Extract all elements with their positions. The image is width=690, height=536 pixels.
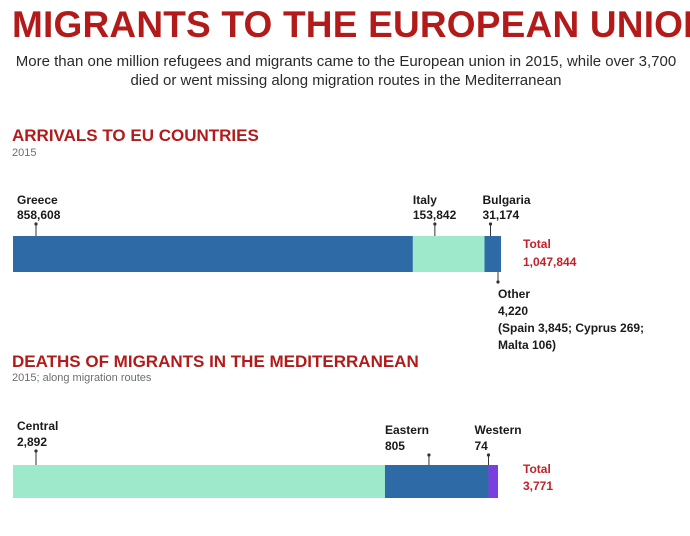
tick-dot-western: [486, 453, 491, 457]
total-value: 1,047,844: [523, 255, 577, 269]
label-other: Other: [498, 287, 530, 301]
total-label: Total: [523, 462, 551, 476]
value-bulgaria: 31,174: [483, 208, 520, 222]
bar-segment-greece: [13, 236, 413, 272]
tick-dot-greece: [34, 222, 38, 226]
note-other-line2: Malta 106): [498, 338, 556, 352]
label-greece: Greece: [17, 193, 58, 207]
value-western: 74: [474, 439, 488, 453]
deaths-title: DEATHS OF MIGRANTS IN THE MEDITERRANEAN: [12, 352, 419, 371]
value-italy: 153,842: [413, 208, 457, 222]
tick-dot-eastern: [427, 453, 431, 457]
bar-segment-italy: [412, 236, 485, 272]
value-greece: 858,608: [17, 208, 61, 222]
page-subtitle: More than one million refugees and migra…: [15, 53, 677, 89]
tick-dot-italy: [433, 222, 437, 226]
label-eastern: Eastern: [385, 423, 429, 437]
label-central: Central: [17, 419, 58, 433]
label-western: Western: [474, 423, 521, 437]
value-central: 2,892: [17, 435, 47, 449]
note-other-line1: (Spain 3,845; Cyprus 269;: [498, 321, 644, 335]
page-title: MIGRANTS TO THE EUROPEAN UNION: [12, 4, 690, 45]
deaths-subtitle: 2015; along migration routes: [12, 372, 152, 384]
value-other: 4,220: [498, 304, 528, 318]
arrivals-title: ARRIVALS TO EU COUNTRIES: [12, 126, 259, 145]
total-label: Total: [523, 237, 551, 251]
total-value: 3,771: [523, 479, 553, 493]
bar-segment-eastern: [384, 465, 489, 498]
bar-segment-western: [488, 465, 498, 498]
arrivals-year: 2015: [12, 147, 37, 159]
label-bulgaria: Bulgaria: [483, 193, 531, 207]
tick-dot-central: [34, 449, 38, 453]
tick-dot-other: [496, 280, 500, 284]
tick-dot-bulgaria: [488, 222, 493, 226]
bar-segment-other: [499, 236, 501, 272]
label-italy: Italy: [413, 193, 437, 207]
value-eastern: 805: [385, 439, 405, 453]
bar-segment-central: [13, 465, 385, 498]
bar-segment-bulgaria: [484, 236, 500, 272]
